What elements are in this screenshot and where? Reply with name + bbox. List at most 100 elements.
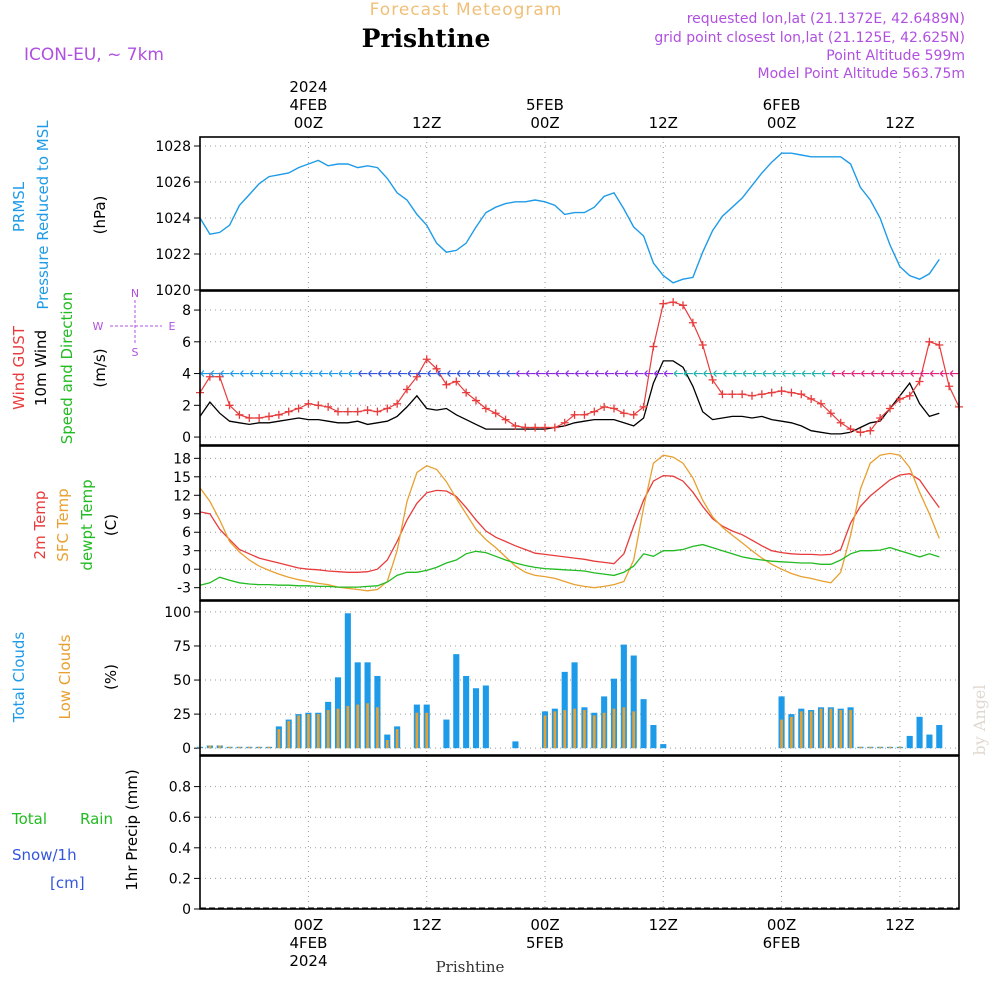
bottom-date-label: 4FEB (289, 934, 327, 952)
low-cloud-bar (356, 704, 360, 749)
total-cloud-bar (571, 662, 578, 749)
ytick-label: 8 (182, 303, 191, 319)
total-cloud-bar (906, 735, 913, 749)
dewpt-line (199, 543, 940, 588)
low-cloud-bar (839, 710, 843, 749)
ytick-label: 15 (173, 470, 191, 486)
low-cloud-bar (849, 710, 852, 749)
total-cloud-bar (936, 725, 943, 749)
low-cloud-bar (829, 708, 833, 749)
gust-point (363, 406, 372, 415)
gust-point (570, 410, 579, 419)
wind-direction-arrow (880, 370, 891, 377)
gust-point (748, 391, 756, 400)
wind-direction-arrow (456, 370, 467, 377)
wind-direction-arrow (693, 370, 703, 377)
wind-direction-arrow (890, 370, 900, 377)
low-cloud-bar (247, 746, 251, 749)
rain-label: Rain (80, 810, 113, 828)
gust-point (590, 407, 599, 416)
wind-direction-arrow (673, 370, 684, 377)
ytick-label: 3 (182, 544, 191, 560)
gust-point (255, 414, 264, 423)
gust-point (284, 407, 293, 416)
low-cloud-bar (543, 715, 547, 749)
total-cloud-bar (443, 719, 450, 749)
low-cloud-bar (868, 746, 872, 749)
wind-direction-arrow (200, 370, 210, 377)
top-hour-label: 00Z (530, 114, 559, 132)
compass-w: W (93, 320, 104, 333)
gust-point (698, 340, 707, 349)
ytick-label: 75 (173, 639, 191, 655)
wind-direction-arrow (742, 370, 753, 377)
wind-direction-arrow (407, 370, 417, 377)
gust-point (343, 407, 352, 416)
gust-point (945, 382, 954, 391)
compass-s: S (132, 346, 139, 359)
gust-point (777, 387, 786, 396)
precip-axis-label: 1hr Precip (mm) (123, 769, 141, 890)
low-cloud-bar (366, 703, 369, 749)
gust-point (422, 355, 431, 364)
panel-frame (199, 136, 960, 291)
ytick-label: 6 (182, 335, 191, 351)
wind-direction-arrow (338, 370, 348, 377)
dewpt-label: dewpt Temp (78, 479, 96, 570)
wind-gust-label: Wind GUST (10, 325, 28, 410)
ytick-label: 2 (182, 398, 191, 414)
gust-point (314, 401, 323, 410)
snow-label: Snow/1h (12, 846, 77, 864)
gust-point (393, 399, 402, 408)
wind-direction-arrow (939, 370, 950, 377)
wind-speed-dir-label: Speed and Direction (58, 292, 76, 445)
gust-line (199, 301, 960, 433)
ytick-label: 0.8 (169, 780, 191, 796)
wind-direction-arrow (841, 370, 851, 377)
low-clouds-label: Low Clouds (56, 634, 74, 719)
pressure-line (199, 152, 940, 284)
gust-point (304, 399, 313, 408)
wind-direction-arrow (427, 370, 437, 377)
ytick-label: 0 (182, 562, 191, 578)
gust-point (619, 409, 628, 418)
gust-point (501, 415, 510, 424)
wind-direction-arrow (259, 370, 270, 377)
wind-direction-arrow (299, 370, 309, 377)
gust-point (334, 407, 342, 416)
gust-point (481, 404, 490, 413)
wind-direction-arrow (851, 370, 861, 377)
gust-point (550, 423, 559, 432)
prmsl-label: PRMSL (10, 181, 28, 232)
gust-point (836, 418, 845, 427)
wind-direction-arrow (575, 370, 585, 377)
wind-direction-arrow (791, 370, 802, 377)
low-cloud-bar (878, 746, 882, 749)
ytick-label: 0.4 (169, 841, 191, 857)
wind-direction-arrow (604, 370, 615, 377)
gust-point (728, 390, 737, 399)
wind-direction-arrow (269, 370, 279, 377)
gust-point (353, 407, 362, 416)
gust-point (560, 418, 569, 427)
gust-point (797, 390, 806, 399)
temp2m-line (199, 473, 940, 573)
low-cloud-bar (336, 708, 340, 749)
low-cloud-bar (376, 707, 379, 749)
temp2m-label: 2m Temp (31, 491, 49, 560)
low-cloud-bar (632, 711, 636, 749)
total-cloud-bar (463, 675, 470, 749)
wind-direction-arrow (831, 370, 841, 377)
wind-direction-arrow (949, 370, 960, 377)
compass-n: N (131, 287, 139, 300)
panel-frame (199, 755, 960, 910)
gridpoint-coords: grid point closest lon,lat (21.125E, 42.… (654, 30, 965, 46)
gust-point (826, 409, 835, 418)
ytick-label: 0 (182, 430, 191, 446)
low-cloud-bar (346, 705, 350, 749)
total-cloud-bar (472, 688, 480, 749)
total-cloud-bar (512, 741, 519, 749)
gust-point (265, 412, 273, 421)
gust-point (866, 426, 875, 435)
